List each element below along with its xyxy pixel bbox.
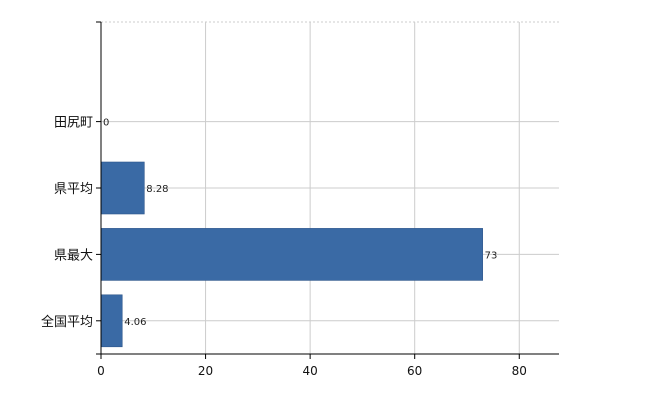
category-label-2: 県最大 <box>54 248 93 263</box>
x-tick-label-0: 0 <box>97 364 105 378</box>
x-tick-label-4: 80 <box>512 364 527 378</box>
bar-2 <box>100 228 483 281</box>
x-tick-label-3: 60 <box>407 364 422 378</box>
category-label-3: 全国平均 <box>41 314 93 330</box>
data-label-1: 8.28 <box>146 184 168 195</box>
data-label-0: 0 <box>103 118 109 129</box>
labels: 0 田尻町 8.28 県平均 73 県最大 4.06 全国平均 0 20 40 60 80 <box>41 116 527 378</box>
data-label-2: 73 <box>485 250 498 261</box>
bar-1 <box>100 161 145 215</box>
gridlines <box>101 21 559 354</box>
x-tick-label-2: 40 <box>302 364 317 378</box>
category-label-0: 田尻町 <box>54 116 93 131</box>
bar-3 <box>100 294 123 348</box>
x-tick-label-1: 20 <box>198 364 213 378</box>
bars <box>100 161 483 348</box>
category-label-1: 県平均 <box>54 182 93 197</box>
data-label-3: 4.06 <box>124 317 146 328</box>
axes <box>96 21 559 359</box>
